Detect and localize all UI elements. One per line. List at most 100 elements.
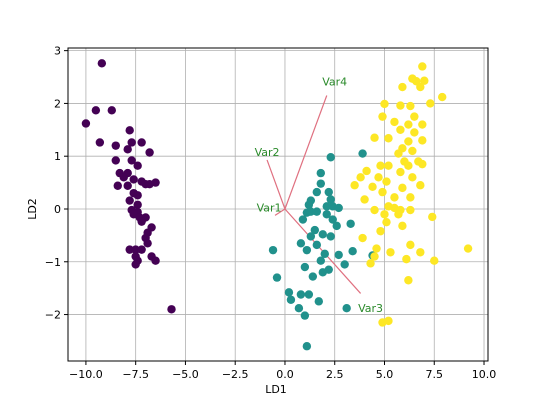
x-axis-label: LD1 bbox=[265, 383, 287, 396]
point-class-3 bbox=[426, 99, 435, 108]
y-tick-label: 2 bbox=[54, 97, 61, 110]
point-class-2 bbox=[340, 260, 349, 269]
point-class-1 bbox=[111, 156, 120, 165]
point-class-3 bbox=[416, 181, 425, 190]
point-class-3 bbox=[380, 210, 389, 219]
x-tick-label: 10.0 bbox=[472, 368, 497, 381]
point-class-2 bbox=[316, 168, 325, 178]
x-tick-label: −5.0 bbox=[172, 368, 199, 381]
point-class-3 bbox=[408, 173, 417, 182]
point-class-2 bbox=[326, 195, 335, 204]
y-axis-ticks: −2 −1 0 1 2 3 bbox=[45, 45, 68, 322]
point-class-3 bbox=[396, 101, 405, 110]
point-class-1 bbox=[129, 175, 138, 184]
loading-arrow-var4 bbox=[284, 95, 328, 210]
point-class-1 bbox=[107, 106, 116, 115]
point-class-3 bbox=[382, 177, 391, 186]
point-class-2 bbox=[312, 207, 322, 216]
point-class-2 bbox=[334, 203, 343, 213]
point-class-2 bbox=[316, 179, 325, 188]
loading-label-var1: Var1 bbox=[257, 201, 282, 214]
point-class-3 bbox=[404, 276, 413, 285]
point-class-2 bbox=[318, 268, 327, 277]
point-class-1 bbox=[131, 245, 140, 254]
point-class-1 bbox=[97, 59, 107, 68]
point-class-2 bbox=[312, 240, 322, 250]
point-class-3 bbox=[406, 205, 415, 215]
point-class-2 bbox=[326, 153, 335, 162]
loading-label-var2: Var2 bbox=[255, 146, 280, 159]
point-class-3 bbox=[396, 125, 405, 135]
point-class-2 bbox=[308, 272, 318, 281]
point-class-2 bbox=[296, 239, 306, 248]
x-tick-label: −2.5 bbox=[222, 368, 249, 381]
point-class-3 bbox=[376, 226, 385, 236]
point-class-1 bbox=[133, 200, 142, 209]
point-class-1 bbox=[137, 217, 146, 226]
x-axis-ticks: −10.0 −7.5 −5.0 −2.5 0.0 2.5 5.0 7.5 10.0 bbox=[69, 361, 496, 381]
point-class-1 bbox=[95, 138, 105, 147]
point-class-3 bbox=[374, 173, 383, 182]
point-class-1 bbox=[133, 191, 142, 200]
point-class-2 bbox=[296, 290, 306, 299]
y-tick-label: 0 bbox=[54, 203, 61, 216]
point-class-3 bbox=[376, 161, 385, 170]
point-class-3 bbox=[398, 82, 407, 92]
point-class-1 bbox=[151, 256, 160, 265]
x-tick-label: 2.5 bbox=[326, 368, 344, 381]
point-class-2 bbox=[320, 249, 329, 259]
point-class-2 bbox=[332, 221, 341, 231]
point-class-2 bbox=[304, 200, 314, 209]
point-class-1 bbox=[131, 260, 140, 269]
point-class-1 bbox=[123, 181, 132, 190]
point-class-2 bbox=[324, 187, 333, 197]
loading-arrow-var2 bbox=[266, 159, 286, 210]
point-class-3 bbox=[358, 233, 367, 243]
point-class-2 bbox=[310, 225, 320, 235]
point-class-2 bbox=[286, 295, 296, 304]
point-class-2 bbox=[312, 187, 322, 197]
point-class-3 bbox=[398, 221, 407, 231]
point-class-2 bbox=[322, 210, 331, 219]
point-class-2 bbox=[342, 304, 351, 313]
point-class-3 bbox=[370, 205, 379, 215]
point-class-3 bbox=[390, 117, 399, 127]
point-class-3 bbox=[402, 254, 411, 264]
point-class-3 bbox=[382, 217, 391, 227]
point-class-1 bbox=[145, 148, 154, 157]
point-class-3 bbox=[420, 76, 429, 85]
point-class-3 bbox=[370, 133, 379, 142]
point-class-3 bbox=[430, 256, 439, 265]
data-points bbox=[81, 59, 473, 351]
point-class-3 bbox=[404, 120, 413, 129]
point-class-2 bbox=[328, 215, 337, 224]
point-class-1 bbox=[133, 161, 142, 170]
point-class-1 bbox=[81, 119, 91, 128]
point-class-1 bbox=[119, 173, 128, 182]
point-class-2 bbox=[358, 149, 367, 158]
x-tick-label: −10.0 bbox=[69, 368, 103, 381]
point-class-3 bbox=[398, 183, 407, 193]
point-class-3 bbox=[380, 99, 389, 109]
point-class-3 bbox=[394, 210, 403, 219]
point-class-1 bbox=[143, 239, 152, 248]
point-class-2 bbox=[322, 202, 331, 211]
point-class-1 bbox=[127, 138, 136, 147]
point-class-2 bbox=[302, 245, 312, 255]
plot-frame bbox=[67, 47, 489, 362]
point-class-1 bbox=[91, 106, 101, 115]
point-class-3 bbox=[378, 318, 387, 327]
point-class-3 bbox=[410, 128, 419, 137]
point-class-3 bbox=[418, 120, 427, 129]
x-tick-label: 7.5 bbox=[426, 368, 444, 381]
loading-label-var4: Var4 bbox=[322, 75, 347, 88]
point-class-1 bbox=[167, 305, 176, 314]
point-class-1 bbox=[127, 156, 136, 165]
point-class-3 bbox=[372, 244, 381, 253]
point-class-2 bbox=[304, 290, 314, 299]
point-class-1 bbox=[125, 196, 134, 205]
point-class-3 bbox=[370, 252, 379, 261]
point-class-2 bbox=[334, 250, 343, 260]
point-class-3 bbox=[418, 62, 427, 71]
